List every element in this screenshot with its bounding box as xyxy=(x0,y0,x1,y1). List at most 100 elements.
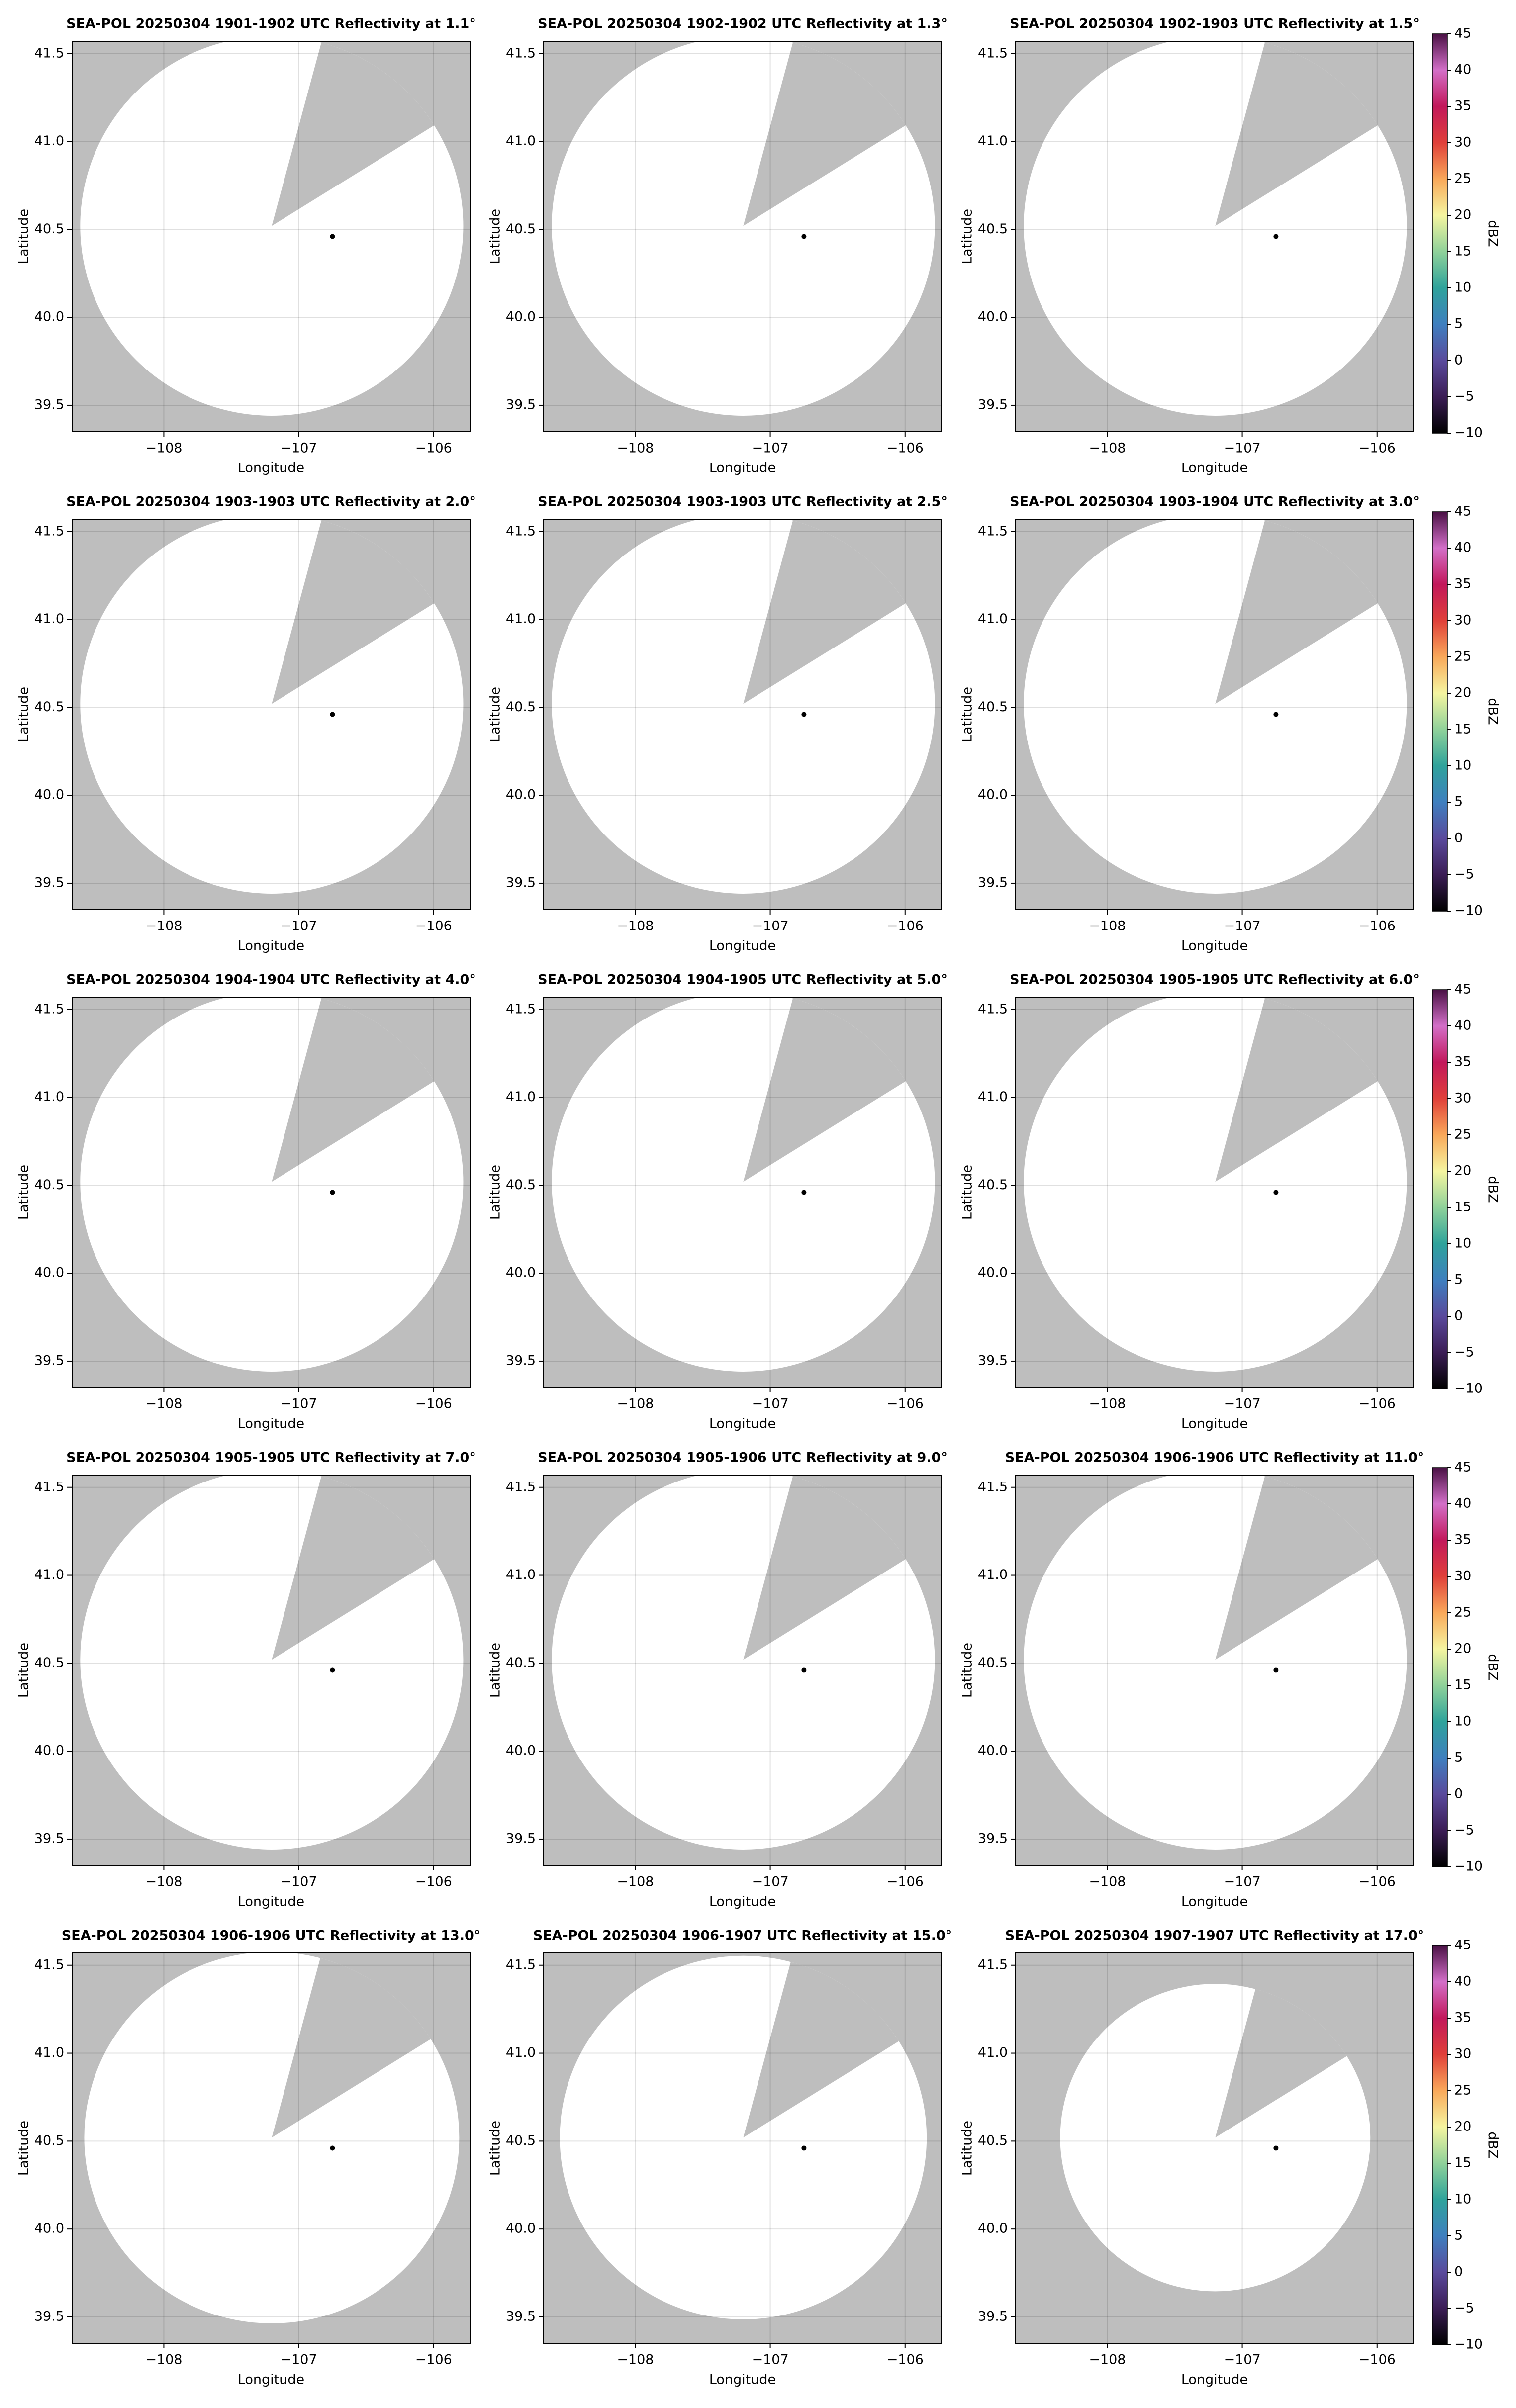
colorbar-tick-label: 40 xyxy=(1454,62,1471,78)
plot-area xyxy=(1016,1475,1414,1865)
axes-frame xyxy=(72,1475,471,1866)
colorbar-tick-label: 10 xyxy=(1454,1714,1471,1729)
x-tick-label: −107 xyxy=(1224,1396,1261,1412)
colorbar-tick-label: 0 xyxy=(1454,1308,1463,1324)
y-axis-label: Latitude xyxy=(960,209,975,264)
y-tick-label: 41.0 xyxy=(506,1089,536,1105)
blocked-sector xyxy=(1215,998,1378,1182)
colorbar-tick-label: 15 xyxy=(1454,2155,1471,2171)
x-axis-label: Longitude xyxy=(709,2372,776,2388)
y-tick-label: 39.5 xyxy=(34,397,64,412)
chart-title: SEA-POL 20250304 1907-1907 UTC Reflectiv… xyxy=(1005,1928,1424,1944)
colorbar-tick-label: 5 xyxy=(1454,1750,1463,1765)
colorbar-tick-label: 0 xyxy=(1454,353,1463,368)
x-tick-label: −107 xyxy=(1224,1874,1261,1890)
y-axis-label: Latitude xyxy=(488,1165,503,1220)
colorbar-tick-label: 20 xyxy=(1454,207,1471,223)
y-tick-label: 39.5 xyxy=(978,1353,1008,1368)
axes-frame xyxy=(1015,1475,1414,1866)
blocked-sector xyxy=(743,1476,906,1660)
panel: −108 −107 −10639.540.040.541.041.5SEA-POL … xyxy=(488,1928,952,2388)
panel: −108 −107 −10639.540.040.541.041.5SEA-POL … xyxy=(960,1450,1501,1910)
chart-title: SEA-POL 20250304 1902-1903 UTC Reflectiv… xyxy=(1010,16,1420,32)
x-tick-label: −108 xyxy=(1089,441,1126,456)
y-tick-label: 40.5 xyxy=(506,699,536,715)
panel: −108 −107 −10639.540.040.541.041.5SEA-POL … xyxy=(488,972,948,1432)
colorbar-tick-label: −5 xyxy=(1454,867,1474,882)
y-tick-label: 41.5 xyxy=(978,1479,1008,1494)
x-tick-label: −108 xyxy=(145,1874,182,1890)
y-tick-label: 40.0 xyxy=(978,2221,1008,2236)
y-tick-label: 39.5 xyxy=(978,397,1008,412)
y-tick-label: 39.5 xyxy=(506,1831,536,1846)
panel: −108 −107 −10639.540.040.541.041.5SEA-POL … xyxy=(488,1450,948,1910)
panel: −108 −107 −10639.540.040.541.041.5SEA-POL … xyxy=(488,494,948,954)
y-tick-label: 41.5 xyxy=(506,1479,536,1494)
colorbar-label: dBZ xyxy=(1485,1176,1501,1203)
y-tick-label: 40.0 xyxy=(506,2221,536,2236)
colorbar-tick-label: 30 xyxy=(1454,1091,1471,1106)
radar-site xyxy=(801,1667,807,1673)
colorbar-tick-label: −10 xyxy=(1454,425,1483,441)
x-tick-label: −107 xyxy=(752,2352,789,2368)
x-tick-label: −108 xyxy=(145,1396,182,1412)
panel: −108 −107 −10639.540.040.541.041.5SEA-POL … xyxy=(960,494,1501,954)
y-tick-label: 40.5 xyxy=(978,2133,1008,2148)
colorbar-tick-label: −10 xyxy=(1454,2337,1483,2352)
y-tick-label: 40.0 xyxy=(506,787,536,803)
axes-frame xyxy=(1015,519,1414,910)
x-tick-label: −106 xyxy=(415,441,452,456)
colorbar-tick-label: 20 xyxy=(1454,1163,1471,1179)
y-tick-label: 40.5 xyxy=(978,221,1008,237)
x-tick-label: −107 xyxy=(281,1874,317,1890)
axes-frame xyxy=(72,997,471,1388)
x-tick-label: −106 xyxy=(415,919,452,934)
colorbar-tick-label: 15 xyxy=(1454,1200,1471,1215)
radar-site xyxy=(1273,234,1279,239)
plot-area xyxy=(544,1953,942,2343)
plot-area xyxy=(72,519,470,910)
colorbar-tick-label: 30 xyxy=(1454,613,1471,628)
x-tick-label: −108 xyxy=(145,441,182,456)
axes-frame xyxy=(72,1952,471,2344)
y-axis-label: Latitude xyxy=(960,1643,975,1698)
y-tick-label: 40.5 xyxy=(506,221,536,237)
y-tick-label: 41.0 xyxy=(978,1567,1008,1582)
y-tick-label: 41.0 xyxy=(506,133,536,149)
x-axis-label: Longitude xyxy=(238,2372,304,2388)
colorbar-tick-label: 45 xyxy=(1454,1938,1471,1953)
colorbar-tick-label: 10 xyxy=(1454,280,1471,295)
blocked-sector xyxy=(272,998,434,1182)
colorbar-tick-label: 40 xyxy=(1454,1496,1471,1511)
colorbar-label: dBZ xyxy=(1485,1654,1501,1680)
axes-frame xyxy=(543,997,942,1388)
y-tick-label: 40.0 xyxy=(978,1743,1008,1759)
y-tick-label: 40.5 xyxy=(34,221,64,237)
plot-area xyxy=(1016,1953,1414,2343)
colorbar-tick-label: 35 xyxy=(1454,1532,1471,1548)
colorbar-tick-label: 25 xyxy=(1454,649,1471,664)
x-axis-label: Longitude xyxy=(709,1894,776,1910)
y-axis-label: Latitude xyxy=(16,1165,32,1220)
colorbar-tick-label: 10 xyxy=(1454,758,1471,773)
colorbar-tick-label: 35 xyxy=(1454,576,1471,592)
plot-area xyxy=(544,41,942,432)
plot-area xyxy=(72,1953,470,2343)
y-tick-label: 41.0 xyxy=(506,2045,536,2060)
y-axis-label: Latitude xyxy=(488,1643,503,1698)
colorbar-tick-label: 5 xyxy=(1454,316,1463,332)
blocked-sector xyxy=(1215,1476,1378,1660)
x-tick-label: −107 xyxy=(281,1396,317,1412)
radar-site xyxy=(801,712,807,717)
y-tick-label: 40.5 xyxy=(34,2133,64,2148)
blocked-sector xyxy=(272,520,434,704)
x-tick-label: −106 xyxy=(1359,441,1396,456)
y-tick-label: 40.0 xyxy=(506,309,536,325)
radar-site xyxy=(330,234,335,239)
blocked-sector xyxy=(272,1476,434,1660)
colorbar-tick-label: 40 xyxy=(1454,540,1471,556)
x-tick-label: −108 xyxy=(617,1874,654,1890)
y-tick-label: 41.5 xyxy=(34,523,64,539)
blocked-sector xyxy=(743,520,906,704)
plot-area xyxy=(72,41,470,432)
